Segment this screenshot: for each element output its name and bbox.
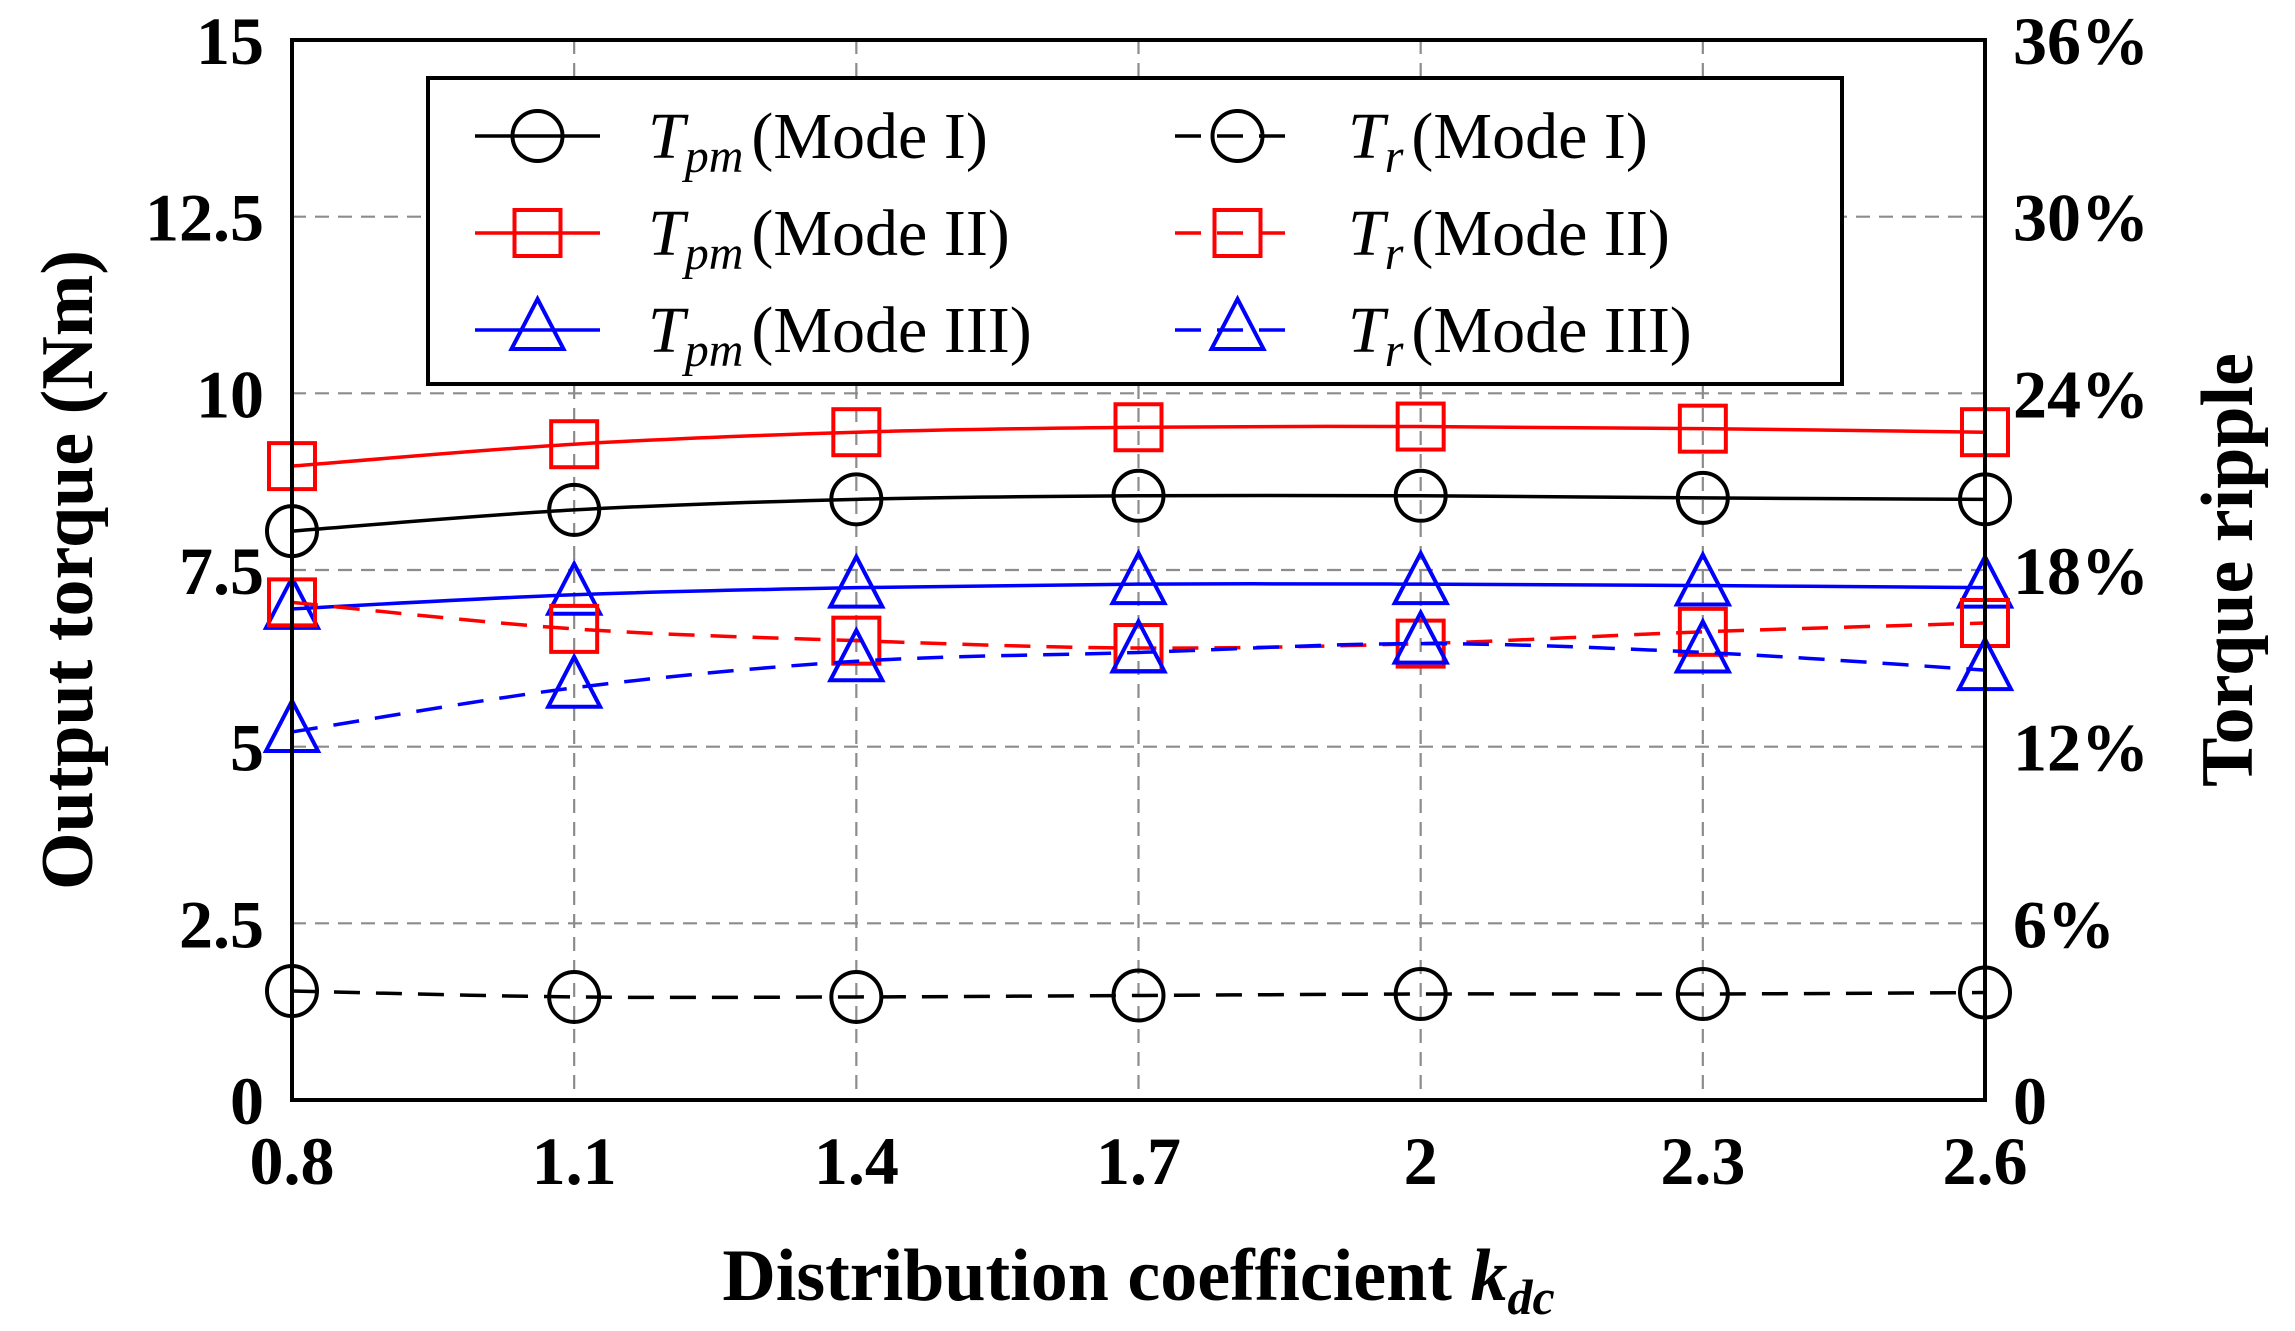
legend-marker bbox=[512, 208, 563, 258]
y-right-tick-label: 0 bbox=[2013, 1063, 2047, 1139]
y-right-tick-label: 36% bbox=[2013, 3, 2149, 79]
legend-entry-tpm-mode2: Tpm (Mode II) bbox=[475, 197, 1010, 280]
y-right-tick-label: 6% bbox=[2013, 886, 2115, 962]
data-point-tpm-mode3 bbox=[1673, 550, 1733, 607]
data-point-tr-mode3 bbox=[544, 652, 604, 709]
data-point-tpm-mode3 bbox=[827, 552, 886, 609]
x-tick-label: 1.7 bbox=[1096, 1123, 1181, 1199]
data-point-tpm-mode2 bbox=[831, 407, 882, 458]
legend-box bbox=[426, 76, 1844, 386]
legend-marker bbox=[508, 294, 567, 351]
y-right-tick-label: 18% bbox=[2013, 533, 2149, 609]
y-left-tick-label: 10 bbox=[196, 356, 264, 432]
legend-label: Tr (Mode III) bbox=[1348, 294, 1692, 377]
data-point-tpm-mode1 bbox=[829, 472, 884, 527]
y-left-tick-label: 2.5 bbox=[179, 886, 264, 962]
series-line-tpm-mode1 bbox=[291, 493, 1986, 533]
plot-series bbox=[262, 401, 2015, 1024]
data-point-tr-mode2 bbox=[549, 603, 600, 654]
y-left-tick-label: 7.5 bbox=[179, 533, 264, 609]
data-point-tr-mode2 bbox=[831, 615, 882, 666]
data-point-tr-mode3 bbox=[1391, 608, 1450, 665]
data-point-tpm-mode2 bbox=[1677, 403, 1728, 454]
legend-label: Tpm (Mode III) bbox=[648, 294, 1032, 377]
y-right-tick-label: 30% bbox=[2013, 180, 2149, 256]
x-tick-label: 1.1 bbox=[532, 1123, 617, 1199]
y-axis-right-title: Torque ripple bbox=[2187, 353, 2269, 787]
legend-marker bbox=[1212, 208, 1263, 258]
data-point-tr-mode3 bbox=[827, 625, 886, 683]
series-tpm-mode2 bbox=[267, 401, 2010, 492]
data-point-tr-mode2 bbox=[1677, 606, 1728, 657]
legend-marker bbox=[1210, 109, 1265, 163]
data-point-tpm-mode2 bbox=[1395, 401, 1446, 452]
legend-label: Tr (Mode I) bbox=[1348, 100, 1648, 183]
series-line-tr-mode1 bbox=[291, 989, 1986, 1000]
legend-marker bbox=[510, 109, 565, 163]
y-left-tick-label: 15 bbox=[196, 3, 264, 79]
x-tick-label: 1.4 bbox=[814, 1123, 899, 1199]
data-point-tpm-mode2 bbox=[549, 419, 600, 470]
x-tick-label: 0.8 bbox=[250, 1123, 335, 1199]
data-point-tr-mode1 bbox=[547, 969, 602, 1024]
legend-label: Tpm (Mode II) bbox=[648, 197, 1010, 280]
x-tick-label: 2.3 bbox=[1660, 1123, 1745, 1199]
legend-entry-tr-mode2: Tr (Mode II) bbox=[1175, 197, 1670, 280]
x-axis-title: Distribution coefficient kdc bbox=[722, 1235, 1554, 1325]
data-point-tr-mode3 bbox=[1109, 617, 1168, 674]
data-point-tr-mode1 bbox=[829, 969, 884, 1024]
legend-entry-tpm-mode3: Tpm (Mode III) bbox=[475, 294, 1032, 377]
data-point-tpm-mode1 bbox=[547, 482, 602, 537]
legend-marker bbox=[1208, 294, 1267, 351]
legend-entry-tpm-mode1: Tpm (Mode I) bbox=[475, 100, 988, 183]
data-point-tr-mode3 bbox=[1673, 617, 1733, 674]
data-point-tpm-mode1 bbox=[1675, 470, 1730, 525]
legend: Tpm (Mode I) Tpm (Mode II) Tpm (Mode III) Tr (M… bbox=[426, 76, 1844, 386]
data-point-tr-mode1 bbox=[1675, 967, 1730, 1021]
y-axis-left-title: Output torque (Nm) bbox=[27, 250, 109, 890]
data-point-tpm-mode3 bbox=[544, 559, 604, 616]
series-line-tr-mode2 bbox=[291, 600, 1986, 650]
plot-frame bbox=[290, 38, 1987, 1102]
data-point-tpm-mode1 bbox=[1393, 468, 1448, 523]
x-tick-label: 2 bbox=[1404, 1123, 1438, 1199]
tick-labels: 0.8 1.1 1.4 1.7 2 2.3 2.602.557.51012.51506%12… bbox=[145, 3, 2149, 1199]
data-point-tr-mode1 bbox=[1111, 968, 1166, 1023]
y-right-tick-label: 12% bbox=[2013, 710, 2149, 786]
data-point-tpm-mode3 bbox=[1391, 548, 1450, 606]
y-left-tick-label: 5 bbox=[230, 710, 264, 786]
legend-label: Tr (Mode II) bbox=[1348, 197, 1670, 280]
y-left-tick-label: 12.5 bbox=[145, 180, 264, 256]
legend-entry-tr-mode1: Tr (Mode I) bbox=[1175, 100, 1648, 183]
data-point-tr-mode1 bbox=[1393, 967, 1448, 1021]
legend-entry-tr-mode3: Tr (Mode III) bbox=[1175, 294, 1692, 377]
y-left-tick-label: 0 bbox=[230, 1063, 264, 1139]
series-line-tpm-mode2 bbox=[291, 424, 1986, 468]
data-point-tpm-mode3 bbox=[1109, 548, 1168, 606]
y-right-tick-label: 24% bbox=[2013, 356, 2149, 432]
x-tick-label: 2.6 bbox=[1943, 1123, 2028, 1199]
data-point-tpm-mode1 bbox=[1111, 468, 1166, 523]
series-line-tr-mode3 bbox=[291, 641, 1986, 734]
legend-label: Tpm (Mode I) bbox=[648, 100, 988, 183]
data-point-tpm-mode2 bbox=[1113, 402, 1164, 453]
series-line-tpm-mode3 bbox=[291, 582, 1986, 611]
series-tr-mode3 bbox=[262, 608, 2015, 753]
